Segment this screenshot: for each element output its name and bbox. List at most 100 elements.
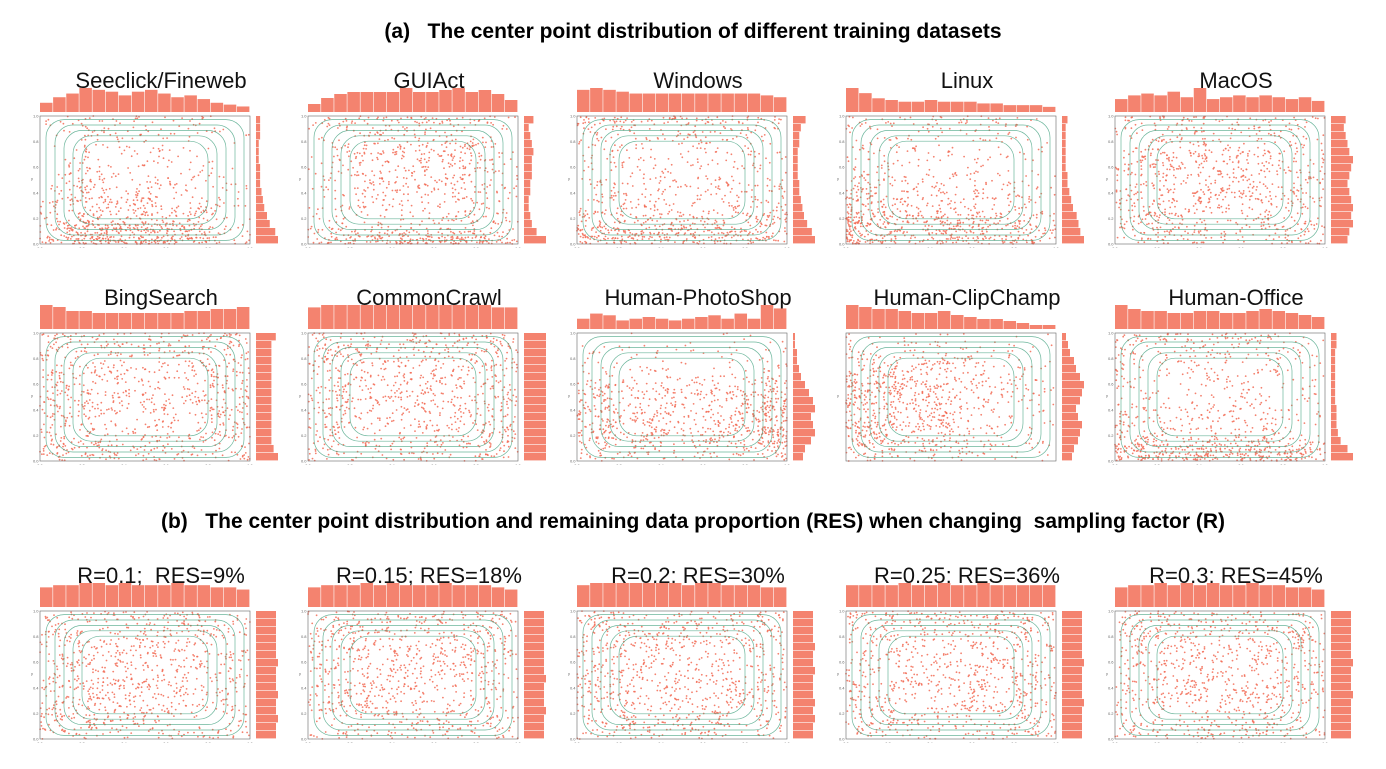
- scatter-point: [166, 227, 169, 230]
- x-tick-label: 0.0: [1112, 246, 1118, 248]
- scatter-point: [785, 232, 788, 235]
- scatter-point: [1286, 242, 1289, 245]
- scatter-point: [925, 173, 928, 176]
- scatter-point: [579, 240, 582, 243]
- scatter-point: [92, 242, 95, 245]
- y-axis-label: y: [1106, 176, 1108, 181]
- scatter-point: [1152, 166, 1155, 169]
- scatter-point: [1054, 175, 1056, 178]
- scatter-point: [1223, 230, 1226, 233]
- scatter-point: [599, 122, 601, 125]
- scatter-point: [922, 216, 924, 219]
- scatter-point: [462, 167, 465, 170]
- scatter-point: [173, 230, 176, 233]
- scatter-point: [1237, 161, 1240, 164]
- y-tick-label: 0.4: [301, 190, 307, 195]
- scatter-point: [738, 182, 741, 185]
- scatter-point: [977, 241, 980, 244]
- scatter-point: [350, 160, 353, 163]
- scatter-point: [621, 166, 624, 169]
- scatter-point: [104, 237, 107, 240]
- scatter-point: [336, 154, 339, 157]
- scatter-point: [412, 215, 414, 218]
- y-hist-bar: [256, 421, 272, 429]
- scatter-point: [784, 213, 787, 216]
- scatter-point: [320, 185, 323, 188]
- scatter-point: [151, 397, 153, 400]
- scatter-point: [489, 159, 491, 161]
- scatter-point: [125, 201, 128, 204]
- scatter-point: [1027, 184, 1030, 187]
- scatter-point: [1151, 148, 1154, 151]
- scatter-point: [756, 206, 758, 208]
- scatter-point: [1279, 152, 1281, 155]
- scatter-point: [785, 220, 787, 223]
- scatter-point: [738, 204, 740, 207]
- x-hist-bar: [413, 92, 426, 112]
- scatter-point: [371, 196, 374, 198]
- y-hist-bar: [256, 132, 261, 140]
- scatter-point: [679, 220, 681, 223]
- scatter-point: [399, 240, 401, 243]
- scatter-point: [107, 164, 110, 167]
- scatter-point: [1240, 192, 1242, 194]
- scatter-point: [1263, 221, 1265, 224]
- scatter-point: [363, 144, 366, 147]
- scatter-point: [59, 220, 61, 223]
- scatter-point: [215, 242, 218, 245]
- scatter-point: [989, 236, 992, 239]
- scatter-point: [212, 385, 215, 388]
- scatter-point: [591, 227, 594, 230]
- scatter-point: [1141, 218, 1144, 221]
- x-tick-label: 1.0: [247, 246, 253, 248]
- y-hist-bar: [524, 236, 546, 244]
- scatter-point: [860, 234, 862, 237]
- scatter-point: [1172, 191, 1175, 194]
- scatter-point: [750, 131, 753, 134]
- scatter-point: [160, 226, 163, 228]
- scatter-point: [1268, 210, 1271, 213]
- scatter-point: [1215, 160, 1218, 163]
- scatter-point: [862, 147, 865, 150]
- scatter-point: [893, 230, 896, 233]
- scatter-point: [156, 342, 158, 345]
- scatter-point: [374, 133, 376, 136]
- x-hist-bar: [1206, 99, 1220, 112]
- scatter-point: [98, 178, 101, 181]
- scatter-point: [1194, 150, 1197, 153]
- scatter-point: [896, 218, 899, 221]
- y-hist-bar: [1062, 164, 1066, 172]
- scatter-point: [1154, 166, 1156, 168]
- scatter-point: [985, 181, 987, 184]
- scatter-point: [1316, 138, 1319, 141]
- scatter-point: [847, 160, 850, 163]
- x-tick-label: 0.6: [431, 246, 437, 248]
- scatter-point: [476, 201, 478, 204]
- scatter-point: [127, 167, 129, 169]
- scatter-point: [114, 132, 117, 135]
- scatter-point: [1017, 219, 1020, 222]
- scatter-point: [1193, 126, 1195, 129]
- chart-panel: BingSearch0.00.20.40.60.81.00.00.20.40.6…: [30, 285, 292, 485]
- scatter-point: [336, 148, 338, 151]
- scatter-point: [49, 211, 52, 214]
- scatter-point: [1271, 164, 1274, 167]
- scatter-point: [1130, 162, 1133, 165]
- scatter-point: [1228, 184, 1231, 187]
- scatter-point: [650, 119, 653, 122]
- scatter-point: [1140, 150, 1143, 153]
- scatter-point: [604, 235, 607, 238]
- scatter-point: [42, 369, 45, 371]
- scatter-point: [1199, 196, 1202, 199]
- scatter-point: [916, 190, 919, 193]
- x-hist-bar: [1193, 88, 1207, 112]
- scatter-point: [388, 203, 391, 206]
- scatter-point: [637, 203, 640, 206]
- scatter-point: [689, 233, 692, 235]
- scatter-point: [1158, 173, 1160, 175]
- scatter-point: [60, 234, 63, 237]
- scatter-point: [781, 157, 783, 160]
- scatter-point: [619, 120, 622, 123]
- scatter-point: [721, 138, 724, 141]
- scatter-point: [1204, 158, 1207, 160]
